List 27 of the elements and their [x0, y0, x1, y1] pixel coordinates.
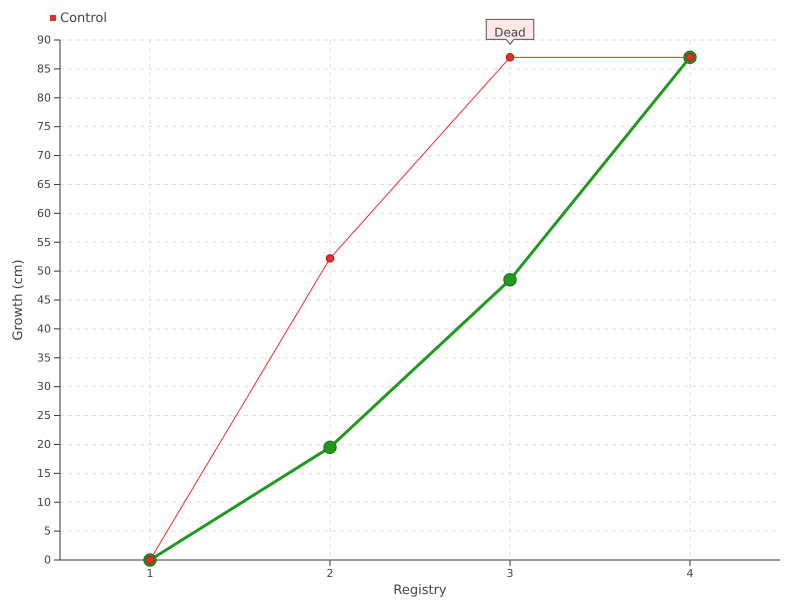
y-tick-label: 30: [37, 380, 51, 394]
y-tick-label: 90: [37, 34, 51, 47]
y-tick-label: 45: [37, 294, 51, 307]
y-tick-label: 80: [37, 91, 51, 104]
legend-label: Control: [60, 11, 107, 26]
y-tick-label: 5: [44, 524, 51, 538]
y-tick-label: 50: [37, 264, 51, 278]
y-tick-label: 10: [37, 496, 51, 509]
y-tick-label: 25: [37, 409, 51, 422]
y-tick-label: 65: [37, 178, 51, 191]
y-tick-label: 15: [37, 466, 51, 480]
annotation: Dead: [494, 25, 526, 40]
y-tick-label: 0: [44, 554, 51, 567]
y-tick-label: 85: [37, 62, 51, 76]
x-tick-label: 1: [146, 566, 154, 580]
y-tick-label: 20: [37, 438, 51, 451]
y-tick-label: 75: [37, 120, 51, 134]
y-tick-label: 60: [37, 206, 51, 220]
y-tick-label: 55: [37, 236, 51, 249]
y-axis-title: Growth (cm): [11, 259, 26, 341]
x-tick-label: 3: [506, 566, 514, 580]
x-axis-title: Registry: [393, 583, 447, 598]
y-tick-label: 70: [37, 149, 51, 162]
x-tick-label: 2: [326, 566, 334, 580]
y-tick-label: 40: [37, 322, 51, 336]
x-tick-label: 4: [686, 566, 694, 580]
y-tick-label: 35: [37, 351, 51, 364]
